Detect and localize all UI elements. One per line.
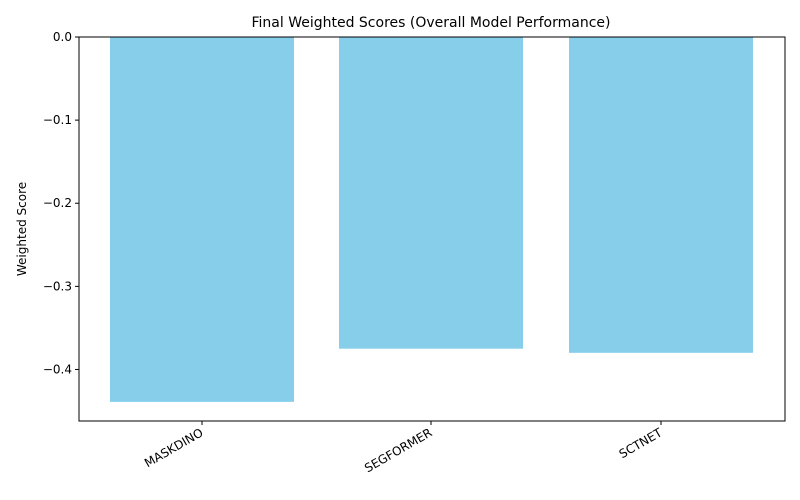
x-tick-label-sctnet: SCTNET: [617, 425, 665, 461]
bars-group: [110, 37, 753, 402]
y-tick-label: −0.4: [43, 362, 72, 376]
y-axis: 0.0 −0.1 −0.2 −0.3 −0.4: [43, 30, 79, 376]
x-tick-label-segformer: SEGFORMER: [362, 425, 434, 475]
y-axis-label: Weighted Score: [15, 182, 29, 276]
y-tick-label: −0.1: [43, 113, 72, 127]
plot-frame: [78, 36, 786, 422]
x-tick-label-maskdino: MASKDINO: [142, 425, 206, 470]
bar-maskdino: [110, 37, 294, 402]
y-tick-label: −0.2: [43, 196, 72, 210]
chart-title: Final Weighted Scores (Overall Model Per…: [251, 15, 610, 31]
bar-sctnet: [569, 37, 753, 353]
x-axis: MASKDINO SEGFORMER SCTNET: [142, 421, 665, 475]
y-tick-label: −0.3: [43, 279, 72, 293]
bar-segformer: [339, 37, 523, 349]
y-tick-label: 0.0: [53, 30, 72, 44]
